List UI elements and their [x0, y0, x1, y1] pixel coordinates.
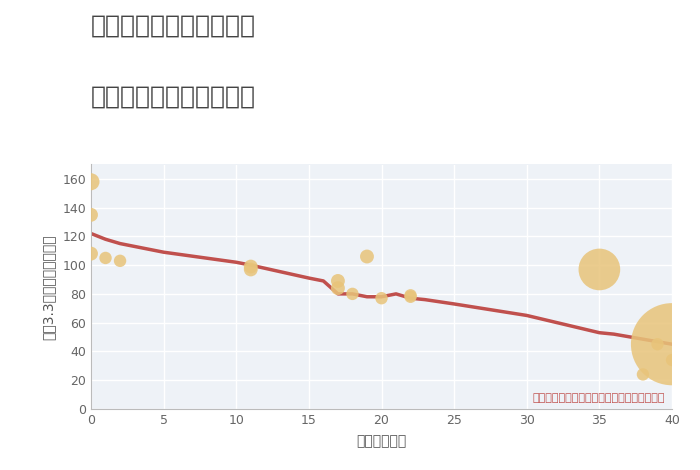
- Point: [638, 371, 649, 378]
- Point: [361, 253, 372, 260]
- Point: [245, 263, 256, 270]
- Point: [245, 266, 256, 273]
- Point: [85, 178, 97, 186]
- Point: [332, 284, 344, 292]
- X-axis label: 築年数（年）: 築年数（年）: [356, 434, 407, 448]
- Text: 大阪府豊中市庄内東町の: 大阪府豊中市庄内東町の: [91, 14, 256, 38]
- Point: [652, 340, 663, 348]
- Point: [666, 356, 678, 364]
- Point: [405, 291, 416, 299]
- Point: [376, 294, 387, 302]
- Y-axis label: 坪（3.3㎡）単価（万円）: 坪（3.3㎡）単価（万円）: [41, 234, 55, 339]
- Point: [594, 266, 605, 273]
- Point: [332, 277, 344, 285]
- Point: [114, 257, 126, 265]
- Point: [346, 290, 358, 298]
- Point: [666, 340, 678, 348]
- Point: [405, 293, 416, 300]
- Point: [100, 254, 111, 262]
- Point: [85, 250, 97, 258]
- Text: 円の大きさは、取引のあった物件面積を示す: 円の大きさは、取引のあった物件面積を示す: [532, 393, 665, 403]
- Text: 築年数別中古戸建て価格: 築年数別中古戸建て価格: [91, 85, 256, 109]
- Point: [85, 211, 97, 219]
